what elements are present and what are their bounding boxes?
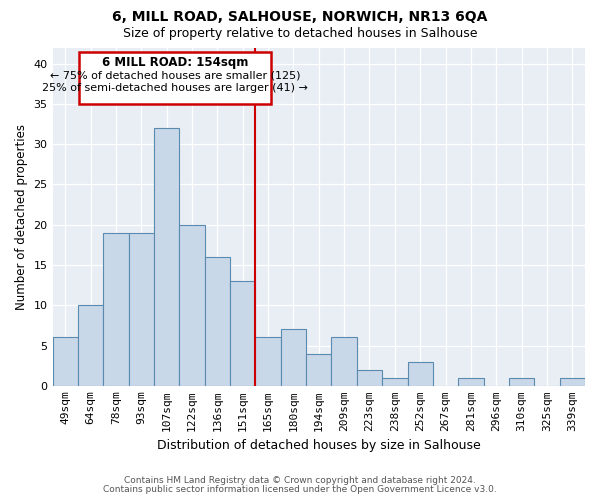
Text: 25% of semi-detached houses are larger (41) →: 25% of semi-detached houses are larger (… [42, 83, 308, 93]
Y-axis label: Number of detached properties: Number of detached properties [15, 124, 28, 310]
Bar [458, 378, 484, 386]
Bar [306, 354, 331, 386]
Bar [256, 338, 281, 386]
Bar [331, 338, 357, 386]
Bar [53, 338, 78, 386]
Text: Contains HM Land Registry data © Crown copyright and database right 2024.: Contains HM Land Registry data © Crown c… [124, 476, 476, 485]
Bar [230, 281, 256, 386]
FancyBboxPatch shape [79, 52, 271, 104]
Text: 6, MILL ROAD, SALHOUSE, NORWICH, NR13 6QA: 6, MILL ROAD, SALHOUSE, NORWICH, NR13 6Q… [112, 10, 488, 24]
Bar [179, 224, 205, 386]
Bar [382, 378, 407, 386]
Bar [281, 330, 306, 386]
Bar [357, 370, 382, 386]
Text: Size of property relative to detached houses in Salhouse: Size of property relative to detached ho… [123, 28, 477, 40]
Bar [154, 128, 179, 386]
X-axis label: Distribution of detached houses by size in Salhouse: Distribution of detached houses by size … [157, 440, 481, 452]
Bar [560, 378, 585, 386]
Text: 6 MILL ROAD: 154sqm: 6 MILL ROAD: 154sqm [101, 56, 248, 68]
Bar [509, 378, 534, 386]
Bar [103, 233, 128, 386]
Bar [78, 306, 103, 386]
Text: ← 75% of detached houses are smaller (125): ← 75% of detached houses are smaller (12… [50, 70, 300, 80]
Bar [407, 362, 433, 386]
Text: Contains public sector information licensed under the Open Government Licence v3: Contains public sector information licen… [103, 485, 497, 494]
Bar [205, 257, 230, 386]
Bar [128, 233, 154, 386]
